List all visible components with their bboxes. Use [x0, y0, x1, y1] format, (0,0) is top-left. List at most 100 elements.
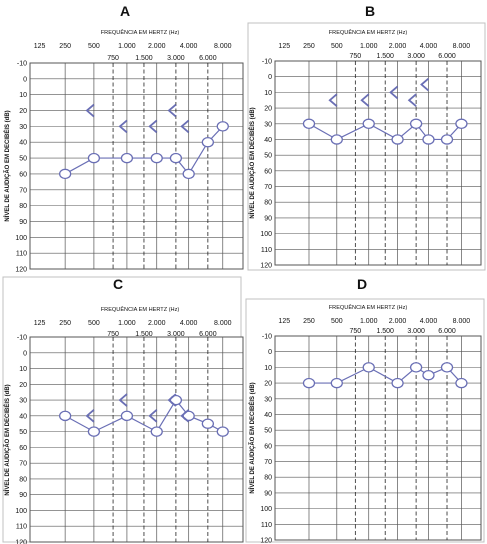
x-tick-label: 4.000 [180, 43, 198, 50]
x-tick-label: 2.000 [389, 43, 407, 50]
y-tick-label: 0 [23, 350, 27, 357]
x-tick-label: 4.000 [420, 43, 438, 50]
panel-letter: A [120, 3, 130, 19]
y-tick-label: 0 [23, 76, 27, 83]
panel-letter: C [113, 276, 123, 292]
x-tick-label: 500 [331, 318, 343, 325]
bone-conduction-marker [118, 119, 128, 134]
air-conduction-point [409, 118, 423, 130]
y-tick-label: 50 [264, 428, 272, 435]
y-tick-label: 30 [19, 398, 27, 405]
y-tick-label: 90 [19, 219, 27, 226]
y-tick-label: 50 [264, 153, 272, 160]
x-tick-label-sub: 3.000 [407, 53, 425, 60]
x-tick-label: 125 [278, 43, 290, 50]
air-conduction-point [302, 377, 316, 389]
x-tick-label: 2.000 [148, 320, 166, 327]
air-conduction-point [169, 152, 183, 164]
x-tick-label: 8.000 [214, 320, 232, 327]
bone-conduction-marker [167, 103, 177, 118]
x-tick-label: 8.000 [453, 318, 471, 325]
y-tick-label: 120 [15, 267, 27, 274]
y-axis-title: NÍVEL DE AUDIÇÃO EM DECIBÉIS (dB) [248, 107, 256, 218]
y-tick-label: 120 [15, 540, 27, 544]
x-tick-label-sub: 1.500 [135, 331, 153, 338]
panel-letter: B [365, 3, 375, 19]
plot-area [29, 336, 244, 543]
bone-conduction-marker [328, 93, 338, 107]
x-tick-label-sub: 3.000 [167, 55, 185, 62]
y-tick-label: -10 [17, 61, 27, 68]
x-tick-label-sub: 1.500 [376, 53, 394, 60]
x-tick-label: 1.000 [360, 318, 378, 325]
y-tick-label: 60 [19, 445, 27, 452]
air-conduction-point [87, 426, 101, 437]
y-axis-title: NÍVEL DE AUDIÇÃO EM DECIBÉIS (dB) [3, 384, 11, 495]
audiogram-panel-d: D FREQUÊNCIA EM HERTZ (Hz) -10 0 10 20 30 40 50 6… [245, 276, 485, 544]
x-tick-label: 250 [59, 43, 71, 50]
x-tick-label: 2.000 [389, 318, 407, 325]
air-conduction-point [216, 121, 229, 132]
y-tick-label: 40 [19, 413, 27, 420]
x-axis-title: FREQUÊNCIA EM HERTZ (Hz) [329, 303, 408, 311]
audiogram-panel-a: A FREQUÊNCIA EM HERTZ (Hz) -10 0 10 20 30 40 50 6… [3, 3, 244, 274]
air-conduction-point [330, 134, 343, 145]
plot-area [29, 62, 244, 270]
air-conduction-point [409, 362, 423, 373]
air-conduction-point [216, 426, 229, 437]
x-tick-label: 250 [303, 318, 315, 325]
x-tick-label: 500 [331, 43, 343, 50]
air-conduction-point [182, 168, 195, 180]
y-tick-label: 120 [260, 538, 272, 544]
x-tick-label-sub: 750 [349, 53, 361, 60]
air-conduction-point [440, 134, 454, 145]
x-tick-label: 8.000 [214, 43, 232, 50]
y-tick-label: 40 [264, 137, 272, 144]
x-tick-label: 4.000 [420, 318, 438, 325]
x-tick-label-sub: 6.000 [199, 331, 217, 338]
bone-conduction-marker [148, 119, 158, 134]
bone-conduction-marker [180, 409, 190, 423]
y-tick-label: 20 [19, 108, 27, 115]
air-conduction-point [150, 426, 163, 437]
x-tick-label-sub: 750 [107, 55, 119, 62]
y-tick-label: 80 [264, 200, 272, 207]
panel-frame [247, 22, 486, 271]
air-conduction-point [330, 377, 343, 389]
y-tick-label: 40 [19, 140, 27, 147]
y-tick-label: -10 [17, 335, 27, 342]
bone-conduction-marker [420, 77, 430, 92]
y-tick-label: 70 [19, 461, 27, 468]
air-conduction-point [58, 410, 72, 422]
x-tick-label: 1.000 [360, 43, 378, 50]
y-tick-label: 10 [19, 92, 27, 99]
audiogram-panel-c: C FREQUÊNCIA EM HERTZ (Hz) -10 0 10 20 30 40 50 6… [2, 276, 244, 544]
y-tick-label: 20 [19, 382, 27, 389]
air-conduction-point [302, 118, 316, 130]
y-tick-label: 30 [264, 121, 272, 128]
y-tick-label: 90 [19, 492, 27, 499]
x-tick-label: 250 [59, 320, 71, 327]
y-tick-label: 60 [19, 171, 27, 178]
y-tick-label: 70 [19, 187, 27, 194]
bone-conduction-marker [85, 409, 95, 423]
audiogram-panel-b: B FREQUÊNCIA EM HERTZ (Hz) -10 0 10 20 30 40 50 6… [247, 3, 486, 271]
air-conduction-point [120, 410, 134, 422]
bone-conduction-marker [148, 409, 158, 423]
y-tick-label: 100 [260, 231, 272, 238]
air-conduction-point [455, 118, 468, 130]
x-tick-label-sub: 6.000 [438, 328, 456, 335]
y-tick-label: 10 [264, 365, 272, 372]
y-tick-label: 40 [264, 412, 272, 419]
air-conduction-point [150, 152, 163, 164]
x-tick-label-sub: 750 [107, 331, 119, 338]
air-conduction-point [87, 152, 101, 164]
air-conduction-point [58, 168, 72, 180]
bone-conduction-marker [389, 85, 399, 100]
x-tick-label-sub: 6.000 [199, 55, 217, 62]
air-conduction-point [391, 377, 404, 389]
air-conduction-point [455, 377, 468, 389]
y-tick-label: 100 [15, 235, 27, 242]
air-conduction-point [422, 369, 435, 381]
